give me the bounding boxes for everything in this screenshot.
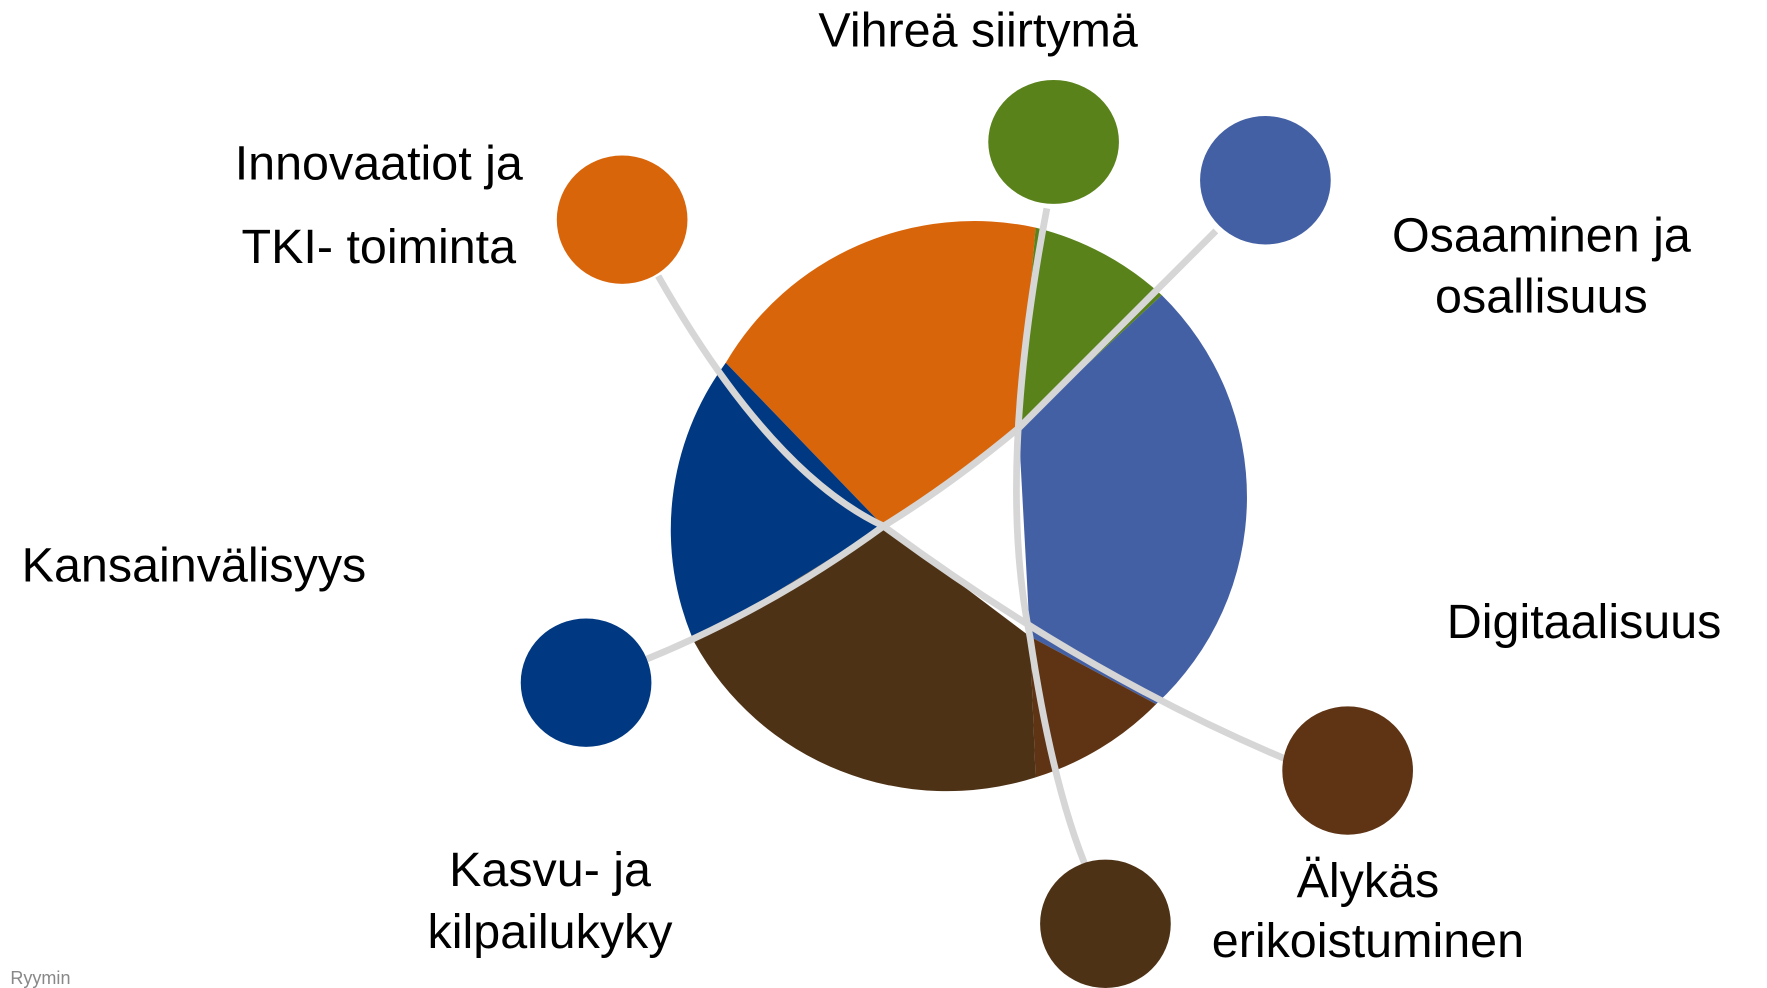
- label: Älykäs: [1297, 854, 1440, 908]
- connectors: [645, 207, 1291, 875]
- bubble: [988, 79, 1119, 204]
- label: Innovaatiot ja: [235, 137, 523, 191]
- label: Digitaalisuus: [1447, 595, 1722, 649]
- footer: Ryymin: [10, 968, 70, 988]
- bubble: [1200, 116, 1331, 245]
- bubble: [556, 155, 688, 284]
- segment-blue: [1018, 295, 1247, 705]
- bubble: [1282, 706, 1413, 835]
- bubbles: [520, 79, 1413, 988]
- label: erikoistuminen: [1212, 914, 1524, 968]
- label: Kasvu- ja: [449, 843, 651, 897]
- label: Kansainvälisyys: [22, 539, 367, 593]
- connector: [655, 274, 1291, 764]
- pie: [670, 221, 1247, 792]
- label: Vihreä siirtymä: [818, 4, 1137, 58]
- label: Osaaminen ja: [1392, 209, 1691, 263]
- connector: [1013, 207, 1092, 875]
- label: osallisuus: [1435, 269, 1648, 323]
- segment-rust: [1029, 636, 1157, 778]
- label: kilpailukyky: [428, 905, 674, 959]
- bubble: [520, 618, 652, 747]
- label: TKI- toiminta: [242, 220, 517, 274]
- connector: [645, 228, 1219, 663]
- labels: Vihreä siirtymä Innovaatiot ja TKI- toim…: [10, 4, 1721, 988]
- bubble: [1040, 859, 1171, 988]
- segment-navy: [670, 362, 884, 643]
- segment-green: [1018, 227, 1162, 429]
- segment-orange: [725, 221, 1036, 527]
